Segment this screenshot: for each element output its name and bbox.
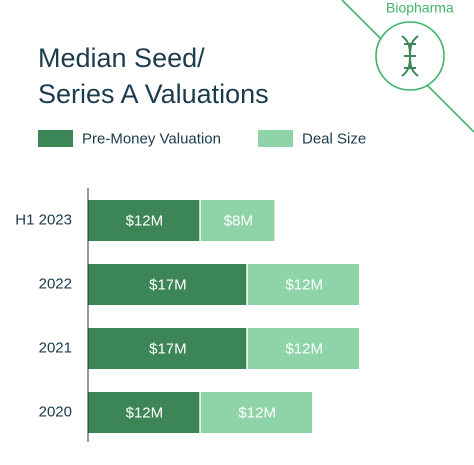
bar <box>200 392 313 433</box>
y-tick-label: 2022 <box>39 275 72 292</box>
chart-title: Median Seed/ <box>38 43 205 73</box>
y-tick-label: 2021 <box>39 339 72 356</box>
y-tick-label: 2020 <box>39 403 72 420</box>
dna-icon <box>401 35 419 77</box>
chart-title: Series A Valuations <box>38 79 269 109</box>
bar <box>200 200 275 241</box>
legend-label: Pre-Money Valuation <box>82 130 221 147</box>
value-label: $12M <box>285 340 323 357</box>
value-label: $12M <box>238 404 276 421</box>
bar <box>88 328 247 369</box>
value-label: $17M <box>149 340 187 357</box>
decoration <box>341 0 474 133</box>
bar <box>88 264 247 305</box>
legend-swatch <box>258 130 293 147</box>
bar <box>247 264 360 305</box>
badge: Biopharma <box>386 0 454 16</box>
value-label: $12M <box>285 276 323 293</box>
value-label: $17M <box>149 276 187 293</box>
value-label: $8M <box>224 212 253 229</box>
y-tick-label: H1 2023 <box>15 211 72 228</box>
legend-swatch <box>38 130 73 147</box>
value-label: $12M <box>126 404 164 421</box>
bar <box>247 328 360 369</box>
bar <box>88 200 200 241</box>
value-label: $12M <box>126 212 164 229</box>
bar <box>88 392 200 433</box>
legend-label: Deal Size <box>302 130 366 147</box>
